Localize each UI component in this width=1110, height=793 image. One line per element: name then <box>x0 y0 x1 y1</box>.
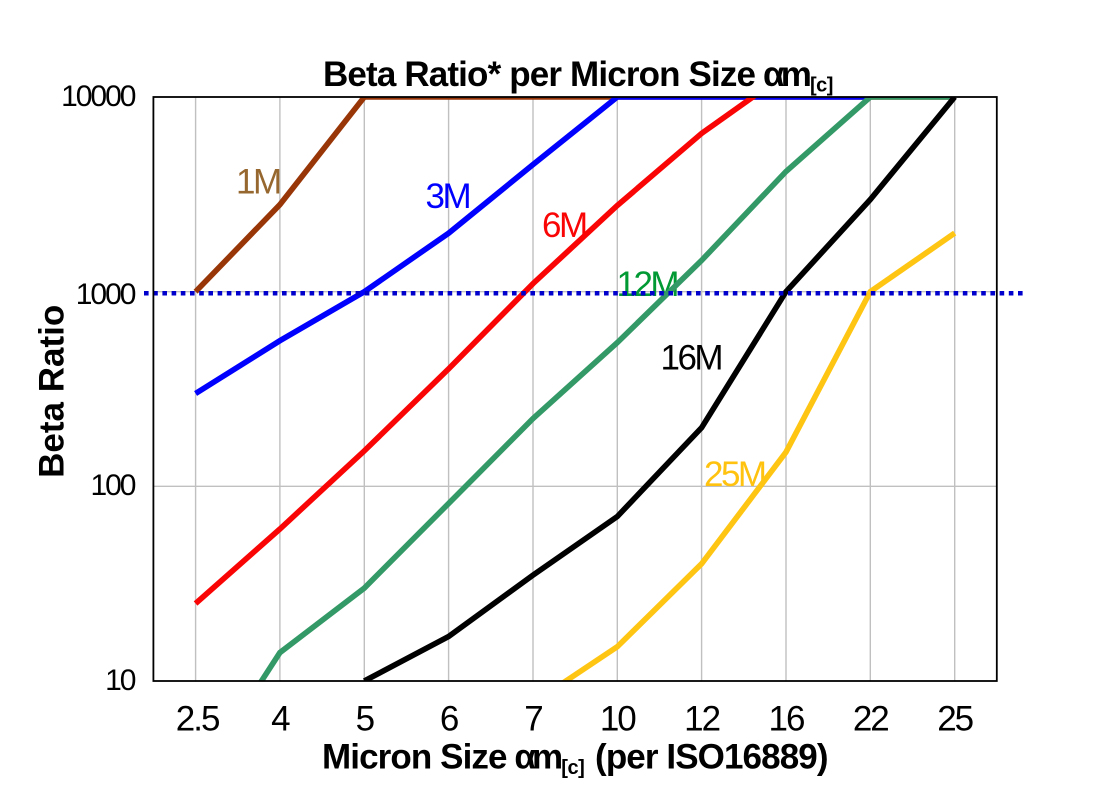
svg-text:Micron Size αm[c] (per ISO1688: Micron Size αm[c] (per ISO16889) <box>322 737 828 779</box>
svg-text:22: 22 <box>853 700 888 739</box>
svg-text:10: 10 <box>105 664 136 697</box>
svg-text:1M: 1M <box>236 163 280 202</box>
svg-text:3M: 3M <box>426 177 470 216</box>
svg-text:100: 100 <box>90 469 135 502</box>
svg-text:Beta Ratio: Beta Ratio <box>33 305 72 478</box>
svg-text:6: 6 <box>440 700 458 739</box>
svg-text:10: 10 <box>600 700 636 739</box>
svg-text:5: 5 <box>356 700 374 739</box>
svg-text:16M: 16M <box>661 339 722 378</box>
svg-text:25: 25 <box>937 700 972 739</box>
svg-text:7: 7 <box>524 700 542 739</box>
svg-text:Beta Ratio* per Micron Size αm: Beta Ratio* per Micron Size αm[c] <box>323 55 833 97</box>
svg-text:12M: 12M <box>617 265 678 304</box>
svg-text:1000: 1000 <box>76 278 136 311</box>
svg-text:16: 16 <box>769 700 804 739</box>
svg-text:12: 12 <box>684 700 719 739</box>
svg-text:10000: 10000 <box>61 80 136 113</box>
svg-text:2.5: 2.5 <box>176 700 219 739</box>
svg-text:4: 4 <box>271 700 290 739</box>
